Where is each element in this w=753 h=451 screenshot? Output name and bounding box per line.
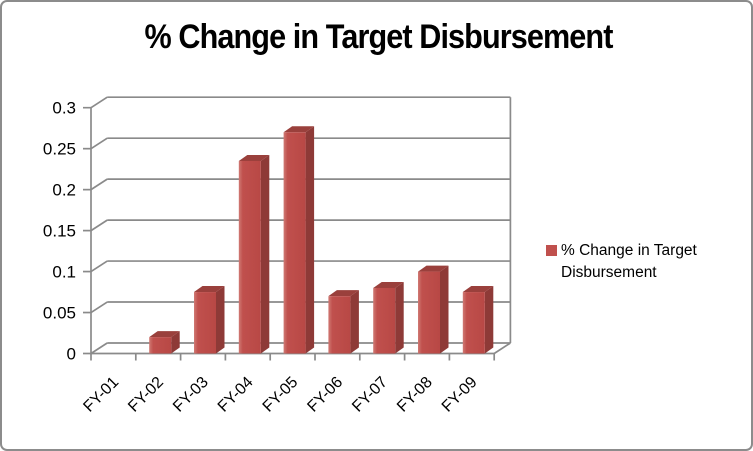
x-axis-label: FY-08 <box>394 374 436 416</box>
bar <box>149 337 172 354</box>
x-axis-label: FY-09 <box>439 374 481 416</box>
y-axis-tick-label: 0.3 <box>52 99 76 118</box>
wall-depth-line <box>90 178 108 191</box>
wall-depth-line <box>90 301 108 314</box>
bar <box>328 296 351 354</box>
bar <box>418 271 440 354</box>
y-axis-tick-label: 0 <box>67 345 76 364</box>
bar-top-face <box>283 126 315 133</box>
legend: % Change in Target Disbursement <box>546 240 739 284</box>
x-axis-label: FY-07 <box>349 374 391 416</box>
bar-side-face <box>260 154 270 354</box>
bar-top-face <box>418 265 449 272</box>
y-axis-tick-label: 0.15 <box>43 222 76 241</box>
bar <box>238 160 261 354</box>
bar-side-face <box>440 265 449 354</box>
x-axis-label: FY-02 <box>125 374 167 416</box>
bar-top-face <box>238 154 270 161</box>
y-axis-tick-label: 0.05 <box>43 304 76 323</box>
bar <box>462 292 485 354</box>
bar-top-face <box>328 290 359 297</box>
y-axis-tick-label: 0.1 <box>52 263 76 282</box>
bar-side-face <box>171 331 180 354</box>
x-axis-label: FY-05 <box>260 374 302 416</box>
bar <box>283 132 306 354</box>
wall-depth-line <box>90 260 108 273</box>
y-axis-tick-label: 0.25 <box>43 140 76 159</box>
bar-side-face <box>216 286 225 354</box>
wall-depth-line <box>90 342 108 355</box>
y-axis-tick-label: 0.2 <box>52 181 76 200</box>
x-axis-label: FY-03 <box>170 374 212 416</box>
bar-top-face <box>373 281 404 288</box>
wall-depth-line <box>90 96 108 109</box>
bar-side-face <box>395 281 404 354</box>
bar-top-face <box>149 331 180 338</box>
floor-depth-line <box>493 342 511 355</box>
chart-title: % Change in Target Disbursement <box>144 18 613 56</box>
bar-top-face <box>194 286 225 293</box>
bar <box>194 292 216 354</box>
legend-series-label: % Change in Target Disbursement <box>561 242 697 281</box>
bar-side-face <box>484 286 494 354</box>
x-axis-label: FY-04 <box>215 374 257 416</box>
x-axis-label: FY-01 <box>80 374 122 416</box>
bar-top-face <box>462 286 494 293</box>
wall-depth-line <box>90 137 108 150</box>
x-axis-label: FY-06 <box>304 374 346 416</box>
bar <box>373 287 396 354</box>
bar-side-face <box>305 126 315 354</box>
bar-side-face <box>350 290 359 354</box>
wall-depth-line <box>90 219 108 232</box>
legend-series-marker-icon <box>546 245 557 256</box>
